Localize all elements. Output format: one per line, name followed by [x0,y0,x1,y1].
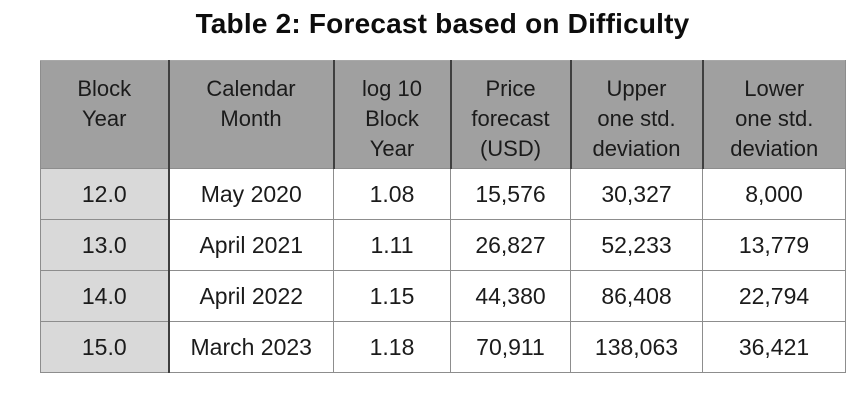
table-cell: March 2023 [167,321,334,373]
table-cell: 52,233 [570,219,703,271]
table-cell: 70,911 [450,321,571,373]
table-cell: 26,827 [450,219,571,271]
table-cell: 44,380 [450,270,571,322]
table-cell: 86,408 [570,270,703,322]
table-title: Table 2: Forecast based on Difficulty [195,8,690,39]
table-body: 12.0 May 2020 1.08 15,576 30,327 8,000 1… [40,168,846,373]
table-container: Block Year Calendar Month log 10 Block Y… [40,60,846,373]
table-row: 12.0 May 2020 1.08 15,576 30,327 8,000 [40,168,846,220]
table-cell: 1.15 [333,270,451,322]
row-label-cell: 12.0 [40,168,169,220]
table-row: 15.0 March 2023 1.18 70,911 138,063 36,4… [40,321,846,373]
table-row: 13.0 April 2021 1.11 26,827 52,233 13,77… [40,219,846,271]
column-header-block-year: Block Year [40,60,169,169]
table-cell: 8,000 [702,168,846,220]
table-cell: April 2021 [167,219,334,271]
row-label-cell: 14.0 [40,270,169,322]
table-cell: 1.08 [333,168,451,220]
column-header-price-forecast: Price forecast (USD) [449,60,571,169]
table-cell: 15,576 [450,168,571,220]
table-cell: 22,794 [702,270,846,322]
column-header-log10-block-year: log 10 Block Year [332,60,451,169]
table-header-row: Block Year Calendar Month log 10 Block Y… [40,60,846,169]
table-cell: 138,063 [570,321,703,373]
row-label-cell: 15.0 [40,321,169,373]
table-row: 14.0 April 2022 1.15 44,380 86,408 22,79… [40,270,846,322]
table-cell: 1.18 [333,321,451,373]
table-cell: 36,421 [702,321,846,373]
forecast-table: Block Year Calendar Month log 10 Block Y… [40,60,846,373]
table-cell: April 2022 [167,270,334,322]
column-header-calendar-month: Calendar Month [167,60,334,169]
table-cell: 13,779 [702,219,846,271]
column-header-upper-std-deviation: Upper one std. deviation [569,60,703,169]
row-label-cell: 13.0 [40,219,169,271]
table-cell: May 2020 [167,168,334,220]
table-cell: 1.11 [333,219,451,271]
table-cell: 30,327 [570,168,703,220]
column-header-lower-std-deviation: Lower one std. deviation [701,60,846,169]
